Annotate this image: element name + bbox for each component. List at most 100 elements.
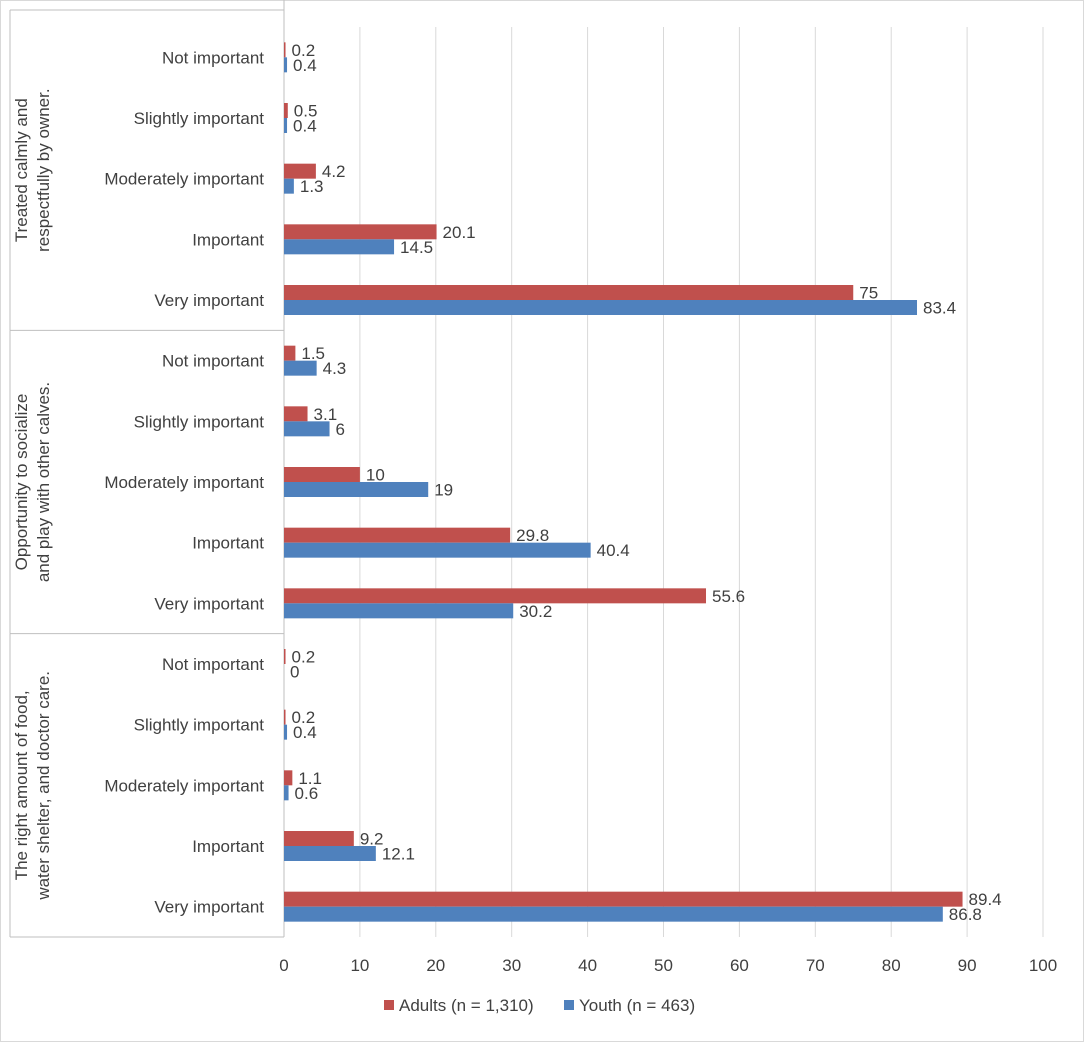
bar-adults [284,588,707,604]
data-label: 0.4 [293,117,317,136]
bar-adults [284,770,293,786]
legend-swatch-youth [564,1000,574,1010]
category-label: Very important [154,594,264,613]
x-tick-label: 80 [882,956,901,975]
bar-adults [284,831,354,846]
data-label: 40.4 [597,541,630,560]
group-label: The right amount of food, water shelter, … [12,671,53,901]
data-label: 6 [336,420,345,439]
bar-adults [284,891,963,907]
x-tick-label: 20 [426,956,445,975]
data-label: 0.6 [295,784,319,803]
data-label: 1.5 [301,344,325,363]
bar-adults [284,345,296,361]
x-axis-ticks: 0 10 20 30 40 50 60 70 80 90 100 [279,956,1057,975]
x-tick-label: 0 [279,956,288,975]
bar-youth [284,239,395,255]
category-label: Important [192,534,264,553]
bar-youth [284,542,591,558]
category-label: Moderately important [104,776,264,795]
bar-youth [284,421,330,437]
bar-youth [284,603,514,619]
bar-adults [284,163,316,179]
data-label: 89.4 [969,890,1002,909]
bar-youth [284,482,429,497]
category-label: Slightly important [134,109,265,128]
category-label: Very important [154,291,264,310]
data-label: 0.2 [292,648,316,667]
category-label: Very important [154,898,264,917]
bar-adults [284,103,288,118]
bar-youth [284,118,288,133]
bar-adults [284,406,308,422]
data-label: 20.1 [443,223,476,242]
data-label: 4.3 [323,359,347,378]
data-label: 83.4 [923,299,956,318]
x-tick-label: 40 [578,956,597,975]
bar-youth [284,178,294,194]
gridlines [359,27,1044,937]
x-tick-label: 100 [1029,956,1057,975]
bar-youth [284,300,918,315]
bar-youth [284,724,288,740]
category-label: Important [192,837,264,856]
data-label: 3.1 [314,405,338,424]
category-label: Moderately important [104,170,264,189]
data-label: 75 [859,284,878,303]
data-label: 86.8 [949,905,982,924]
bar-adults [284,527,511,543]
data-label: 29.8 [516,526,549,545]
category-label: Not important [162,655,264,674]
bar-adults [284,467,360,482]
bar-youth [284,906,943,922]
x-tick-label: 90 [958,956,977,975]
bar-youth [284,846,376,861]
data-label: 30.2 [519,602,552,621]
bar-adults [284,285,854,300]
data-label: 0.2 [292,708,316,727]
data-label: 9.2 [360,830,384,849]
x-tick-label: 50 [654,956,673,975]
bar-adults [284,709,286,725]
x-tick-label: 10 [350,956,369,975]
data-label: 12.1 [382,845,415,864]
group-label: Opportunity to socialize and play with ot… [12,382,53,582]
bar-adults [284,224,437,240]
bar-youth [284,360,317,376]
x-tick-label: 30 [502,956,521,975]
category-label: Slightly important [134,716,265,735]
data-label: 0.4 [293,56,317,75]
data-label: 1.3 [300,177,324,196]
legend: Adults (n = 1,310) Youth (n = 463) [384,996,695,1015]
category-label: Important [192,230,264,249]
data-label: 0 [290,663,299,682]
bar-adults [284,42,286,58]
bar-youth [284,785,289,801]
data-label: 0.4 [293,723,317,742]
legend-swatch-adults [384,1000,394,1010]
data-label: 1.1 [298,769,322,788]
data-label: 0.2 [292,41,316,60]
data-label: 19 [434,481,453,500]
x-tick-label: 60 [730,956,749,975]
legend-label-youth: Youth (n = 463) [579,996,695,1015]
category-axis: Treated calmly and respectfully by owner.… [9,0,285,938]
category-label: Moderately important [104,473,264,492]
group-label: Treated calmly and respectfully by owner. [12,88,53,251]
bars [284,42,963,922]
bar-adults [284,649,286,664]
data-label: 4.2 [322,162,346,181]
category-label: Slightly important [134,412,265,431]
data-label: 55.6 [712,587,745,606]
data-labels: 0.20.40.50.44.21.320.114.57583.41.54.33.… [290,41,1002,924]
legend-label-adults: Adults (n = 1,310) [399,996,534,1015]
category-label: Not important [162,352,264,371]
category-label: Not important [162,48,264,67]
x-tick-label: 70 [806,956,825,975]
data-label: 14.5 [400,238,433,257]
data-label: 10 [366,466,385,485]
bar-youth [284,57,288,73]
